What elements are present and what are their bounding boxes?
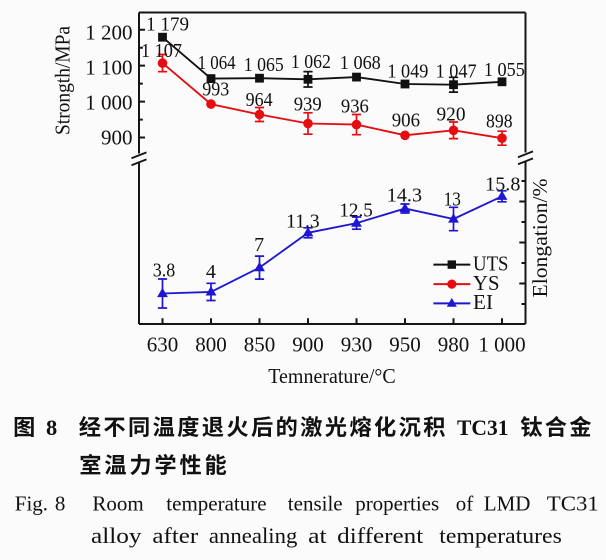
svg-text:EI: EI <box>473 290 493 314</box>
svg-text:Elongation/%: Elongation/% <box>528 179 552 298</box>
svg-text:alloy: alloy <box>91 523 142 548</box>
svg-text:939: 939 <box>294 94 322 116</box>
svg-text:15.8: 15.8 <box>485 174 520 196</box>
svg-text:800: 800 <box>195 333 227 357</box>
svg-text:UTS: UTS <box>473 251 509 275</box>
svg-text:936: 936 <box>341 96 369 118</box>
svg-text:Fig.: Fig. <box>15 492 48 516</box>
svg-text:14.3: 14.3 <box>387 185 422 207</box>
svg-text:1 179: 1 179 <box>146 14 189 36</box>
svg-text:11.3: 11.3 <box>286 211 320 233</box>
svg-text:3.8: 3.8 <box>153 260 176 282</box>
svg-text:different: different <box>337 523 423 548</box>
svg-text:4: 4 <box>206 261 216 283</box>
svg-text:after: after <box>152 523 199 548</box>
svg-text:1 100: 1 100 <box>85 56 132 80</box>
svg-text:Strongth/MPa: Strongth/MPa <box>51 25 75 135</box>
svg-text:930: 930 <box>341 333 373 357</box>
svg-text:1 000: 1 000 <box>85 91 132 115</box>
svg-text:1 200: 1 200 <box>85 21 132 45</box>
svg-text:1 064: 1 064 <box>198 52 236 74</box>
svg-text:980: 980 <box>438 333 470 357</box>
svg-text:YS: YS <box>473 271 500 295</box>
svg-text:7: 7 <box>254 234 264 256</box>
svg-text:of: of <box>456 492 474 516</box>
svg-text:1 107: 1 107 <box>141 40 182 62</box>
svg-text:1 049: 1 049 <box>387 60 428 82</box>
svg-text:1 062: 1 062 <box>291 51 331 73</box>
svg-text:850: 850 <box>244 333 276 357</box>
svg-text:1 055: 1 055 <box>484 59 525 81</box>
svg-text:LMD: LMD <box>484 492 531 516</box>
svg-text:properties: properties <box>355 492 439 516</box>
svg-text:TC31: TC31 <box>547 492 599 516</box>
svg-text:964: 964 <box>246 89 273 111</box>
svg-text:900: 900 <box>101 126 133 150</box>
svg-text:tensile: tensile <box>288 492 343 516</box>
svg-text:Temnerature/°C: Temnerature/°C <box>268 364 396 388</box>
svg-text:993: 993 <box>202 78 229 100</box>
svg-text:1 047: 1 047 <box>436 60 477 82</box>
svg-text:1 068: 1 068 <box>340 52 381 74</box>
svg-text:Room: Room <box>92 492 143 516</box>
svg-text:920: 920 <box>437 104 466 126</box>
svg-text:temperatures: temperatures <box>439 523 562 548</box>
svg-text:900: 900 <box>292 333 324 357</box>
svg-text:8: 8 <box>55 492 66 516</box>
svg-text:annealing: annealing <box>209 523 298 548</box>
svg-text:898: 898 <box>486 111 513 133</box>
svg-text:TC31: TC31 <box>457 415 509 440</box>
svg-text:906: 906 <box>392 109 420 131</box>
svg-text:12.5: 12.5 <box>339 200 373 222</box>
svg-text:1 065: 1 065 <box>244 54 284 76</box>
svg-text:630: 630 <box>147 333 179 357</box>
svg-text:8: 8 <box>46 415 57 440</box>
svg-text:at: at <box>308 523 327 548</box>
svg-text:13: 13 <box>444 189 461 211</box>
svg-text:950: 950 <box>389 333 421 357</box>
svg-text:temperature: temperature <box>166 492 266 516</box>
svg-text:1 000: 1 000 <box>478 333 525 357</box>
